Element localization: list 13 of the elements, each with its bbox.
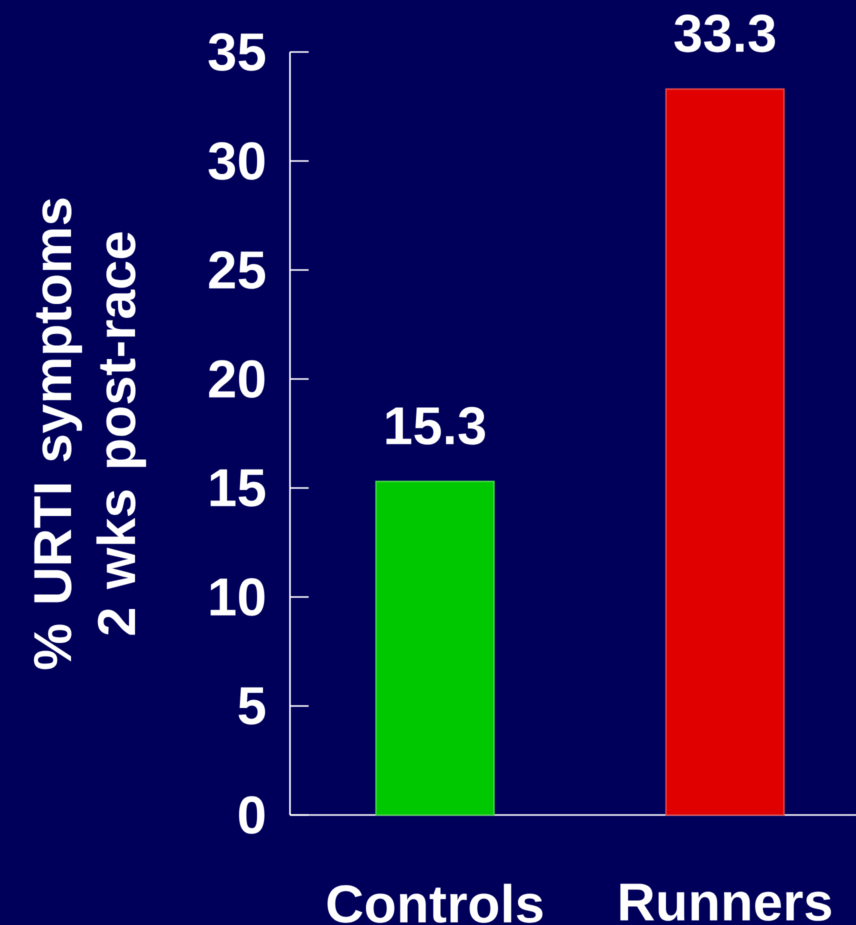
x-tick-label: Runners <box>620 884 831 921</box>
y-tick-label: 5 <box>238 687 266 725</box>
y-tick-label: 35 <box>208 33 266 71</box>
y-tick-label: 0 <box>239 796 264 834</box>
y-tick-label: 10 <box>210 578 264 616</box>
y-tick-label: 25 <box>209 251 266 289</box>
y-tick-label: 15 <box>210 469 266 507</box>
x-tick-label: Controls <box>328 884 542 923</box>
y-axis-title: % URTI symptoms 2 wks post-race <box>34 198 146 670</box>
data-label: 15.3 <box>386 406 485 445</box>
y-tick-label: 30 <box>208 142 264 180</box>
data-label: 33.3 <box>674 14 775 52</box>
y-tick-label: 20 <box>209 360 264 398</box>
